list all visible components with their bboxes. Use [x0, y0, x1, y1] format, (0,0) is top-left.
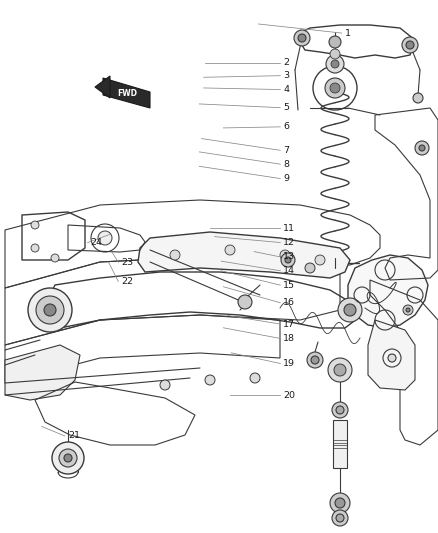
Circle shape [238, 295, 252, 309]
Circle shape [402, 37, 418, 53]
Circle shape [52, 442, 84, 474]
Text: 16: 16 [283, 298, 295, 307]
Circle shape [330, 83, 340, 93]
Text: 8: 8 [283, 160, 290, 168]
Polygon shape [103, 78, 150, 108]
Text: 3: 3 [283, 71, 290, 80]
Circle shape [311, 356, 319, 364]
Circle shape [64, 454, 72, 462]
Circle shape [332, 510, 348, 526]
Circle shape [51, 254, 59, 262]
Text: 11: 11 [283, 224, 295, 232]
Circle shape [44, 304, 56, 316]
Polygon shape [95, 76, 110, 98]
Circle shape [334, 364, 346, 376]
Circle shape [336, 406, 344, 414]
Circle shape [36, 296, 64, 324]
Text: 4: 4 [283, 85, 290, 94]
Circle shape [328, 358, 352, 382]
Circle shape [59, 449, 77, 467]
Circle shape [329, 36, 341, 48]
Polygon shape [138, 232, 350, 278]
Text: 6: 6 [283, 123, 290, 131]
Circle shape [403, 305, 413, 315]
Circle shape [330, 493, 350, 513]
Circle shape [330, 49, 340, 59]
Text: 21: 21 [68, 432, 80, 440]
Text: 15: 15 [283, 281, 295, 289]
Polygon shape [368, 320, 415, 390]
Circle shape [315, 255, 325, 265]
Text: 19: 19 [283, 359, 295, 368]
Text: 20: 20 [283, 391, 295, 400]
Circle shape [325, 78, 345, 98]
Circle shape [326, 55, 344, 73]
Circle shape [281, 253, 295, 267]
Text: 1: 1 [345, 29, 351, 37]
Circle shape [338, 298, 362, 322]
Circle shape [388, 354, 396, 362]
Text: 5: 5 [283, 103, 290, 112]
Text: 24: 24 [91, 238, 102, 247]
Text: 17: 17 [283, 320, 295, 328]
Circle shape [28, 288, 72, 332]
Circle shape [344, 304, 356, 316]
Text: 7: 7 [283, 146, 290, 155]
Text: 2: 2 [283, 59, 290, 67]
Circle shape [331, 60, 339, 68]
Circle shape [406, 41, 414, 49]
Polygon shape [333, 420, 347, 468]
Circle shape [294, 30, 310, 46]
Circle shape [160, 380, 170, 390]
Text: FWD: FWD [117, 88, 137, 98]
Circle shape [280, 250, 290, 260]
Text: 12: 12 [283, 238, 295, 247]
Circle shape [298, 34, 306, 42]
Circle shape [415, 141, 429, 155]
Circle shape [31, 244, 39, 252]
Circle shape [98, 231, 112, 245]
Circle shape [305, 263, 315, 273]
Polygon shape [348, 255, 428, 328]
Text: 13: 13 [283, 253, 296, 261]
Circle shape [332, 402, 348, 418]
Text: 18: 18 [283, 334, 295, 343]
Circle shape [31, 221, 39, 229]
Polygon shape [5, 345, 80, 400]
Circle shape [205, 375, 215, 385]
Text: 9: 9 [283, 174, 290, 183]
Text: 23: 23 [121, 258, 134, 266]
Text: 14: 14 [283, 266, 295, 275]
Circle shape [170, 250, 180, 260]
Circle shape [336, 514, 344, 522]
Circle shape [250, 373, 260, 383]
Circle shape [225, 245, 235, 255]
Circle shape [406, 308, 410, 312]
Circle shape [307, 352, 323, 368]
Circle shape [419, 145, 425, 151]
Circle shape [335, 498, 345, 508]
Circle shape [285, 257, 291, 263]
Circle shape [413, 93, 423, 103]
Text: 22: 22 [121, 277, 133, 286]
